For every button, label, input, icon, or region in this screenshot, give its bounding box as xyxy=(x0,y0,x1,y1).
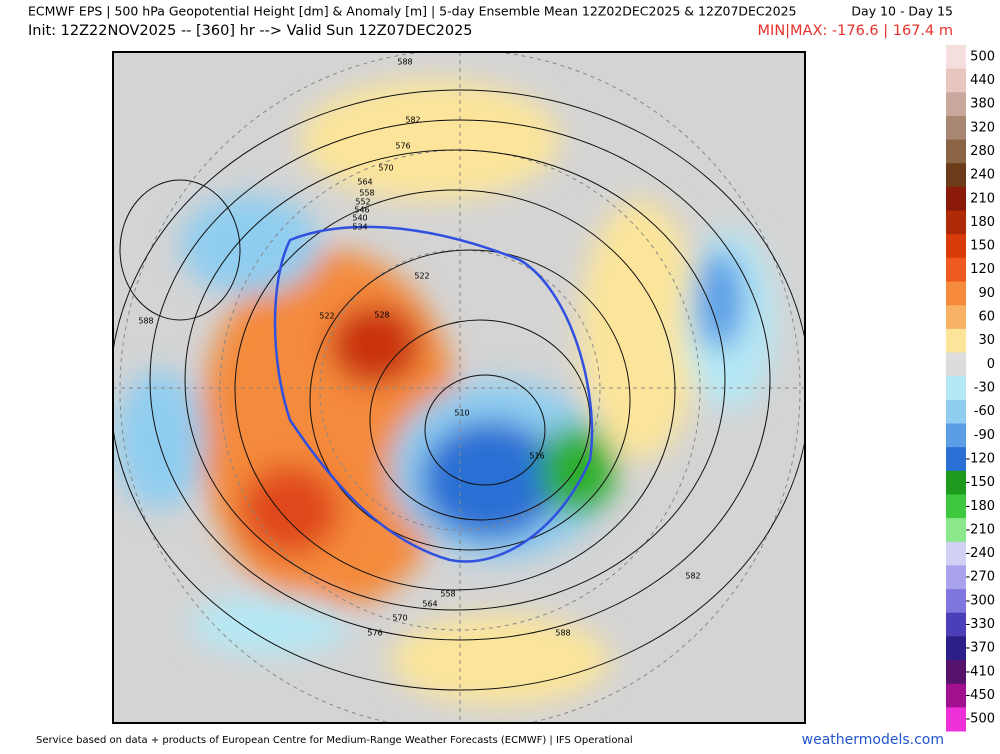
colorbar-label: -210 xyxy=(965,522,995,537)
colorbar-label: 0 xyxy=(987,357,995,372)
contour-label: 522 xyxy=(414,272,429,281)
contour-label: 534 xyxy=(352,223,367,232)
contour-label: 522 xyxy=(319,312,334,321)
contour-label: 516 xyxy=(529,452,544,461)
contour-label: 570 xyxy=(392,614,407,623)
colorbar-label: 380 xyxy=(970,97,995,112)
contour-label: 540 xyxy=(352,214,367,223)
colorbar-swatch xyxy=(946,186,966,212)
colorbar-swatch xyxy=(946,163,966,188)
colorbar-label: -450 xyxy=(965,688,995,703)
colorbar-label: 240 xyxy=(970,168,995,183)
colorbar-swatch xyxy=(946,707,966,732)
colorbar-swatch xyxy=(946,352,966,377)
colorbar-swatch xyxy=(946,494,966,519)
contour-label: 582 xyxy=(405,116,420,125)
colorbar-swatch xyxy=(946,257,966,283)
colorbar-label: 120 xyxy=(970,262,995,277)
colorbar-label: -180 xyxy=(965,499,995,514)
colorbar-label: -240 xyxy=(965,546,995,561)
colorbar-swatch xyxy=(946,636,966,661)
colorbar-swatch xyxy=(946,45,966,70)
colorbar-label: 30 xyxy=(978,333,995,348)
colorbar-swatch xyxy=(946,68,966,93)
colorbar-swatch xyxy=(946,589,966,614)
colorbar-label: -60 xyxy=(974,404,995,419)
contour-label: 558 xyxy=(359,189,374,198)
colorbar-label: -370 xyxy=(965,641,995,656)
colorbar-label: -150 xyxy=(965,475,995,490)
map: 5885825765705645585525465405345225285225… xyxy=(113,52,805,723)
colorbar-label: -90 xyxy=(974,428,995,443)
colorbar-swatch xyxy=(946,423,966,448)
min-max: MIN|MAX: -176.6 | 167.4 m xyxy=(758,23,953,39)
contour-label: 576 xyxy=(395,142,410,151)
contour-label: 570 xyxy=(378,164,393,173)
contour-label: 582 xyxy=(685,572,700,581)
contour-label: 546 xyxy=(354,206,369,215)
colorbar-label: 90 xyxy=(978,286,995,301)
init-line: Init: 12Z22NOV2025 -- [360] hr --> Valid… xyxy=(28,23,473,39)
colorbar-swatch xyxy=(946,683,966,708)
colorbar-label: -270 xyxy=(965,570,995,585)
credit: Service based on data + products of Euro… xyxy=(36,735,633,746)
colorbar-swatch xyxy=(946,399,966,424)
colorbar-swatch xyxy=(946,115,966,141)
colorbar-label: -410 xyxy=(965,664,995,679)
colorbar-label: 320 xyxy=(970,120,995,135)
contour-label: 564 xyxy=(422,600,437,609)
colorbar-swatch xyxy=(946,139,966,164)
colorbar-swatch xyxy=(946,541,966,566)
colorbar-label: 60 xyxy=(978,310,995,325)
colorbar-label: 210 xyxy=(970,191,995,206)
colorbar-swatch xyxy=(946,376,966,401)
day-range: Day 10 - Day 15 xyxy=(851,4,953,19)
contour-label: 588 xyxy=(555,629,570,638)
colorbar-label: -300 xyxy=(965,593,995,608)
colorbar-swatch xyxy=(946,305,966,330)
colorbar-swatch xyxy=(946,210,966,235)
colorbar-swatch xyxy=(946,328,966,354)
title: ECMWF EPS | 500 hPa Geopotential Height … xyxy=(28,4,796,19)
colorbar-swatch xyxy=(946,234,966,259)
colorbar-swatch xyxy=(946,660,966,685)
contour-label: 588 xyxy=(138,317,153,326)
contour-label: 558 xyxy=(440,590,455,599)
colorbar-label: 180 xyxy=(970,215,995,230)
colorbar-swatch xyxy=(946,612,966,637)
contour-label: 528 xyxy=(374,311,389,320)
colorbar-label: -120 xyxy=(965,451,995,466)
colorbar-label: -500 xyxy=(965,712,995,727)
contour-label: 552 xyxy=(355,198,370,207)
colorbar-label: 150 xyxy=(970,239,995,254)
colorbar-label: 280 xyxy=(970,144,995,159)
colorbar-label: -30 xyxy=(974,381,995,396)
colorbar-swatch xyxy=(946,565,966,590)
contour-label: 576 xyxy=(367,629,382,638)
colorbar-swatch xyxy=(946,281,966,306)
colorbar-swatch xyxy=(946,447,966,472)
colorbar-label: 500 xyxy=(970,49,995,64)
site-link[interactable]: weathermodels.com xyxy=(802,732,944,748)
contour-label: 564 xyxy=(357,178,372,187)
contour-label: 588 xyxy=(397,58,412,67)
colorbar-label: 440 xyxy=(970,73,995,88)
colorbar-label: -330 xyxy=(965,617,995,632)
colorbar-swatch xyxy=(946,518,966,543)
colorbar-swatch xyxy=(946,92,966,117)
contour-label: 510 xyxy=(454,409,469,418)
colorbar-swatch xyxy=(946,470,966,495)
